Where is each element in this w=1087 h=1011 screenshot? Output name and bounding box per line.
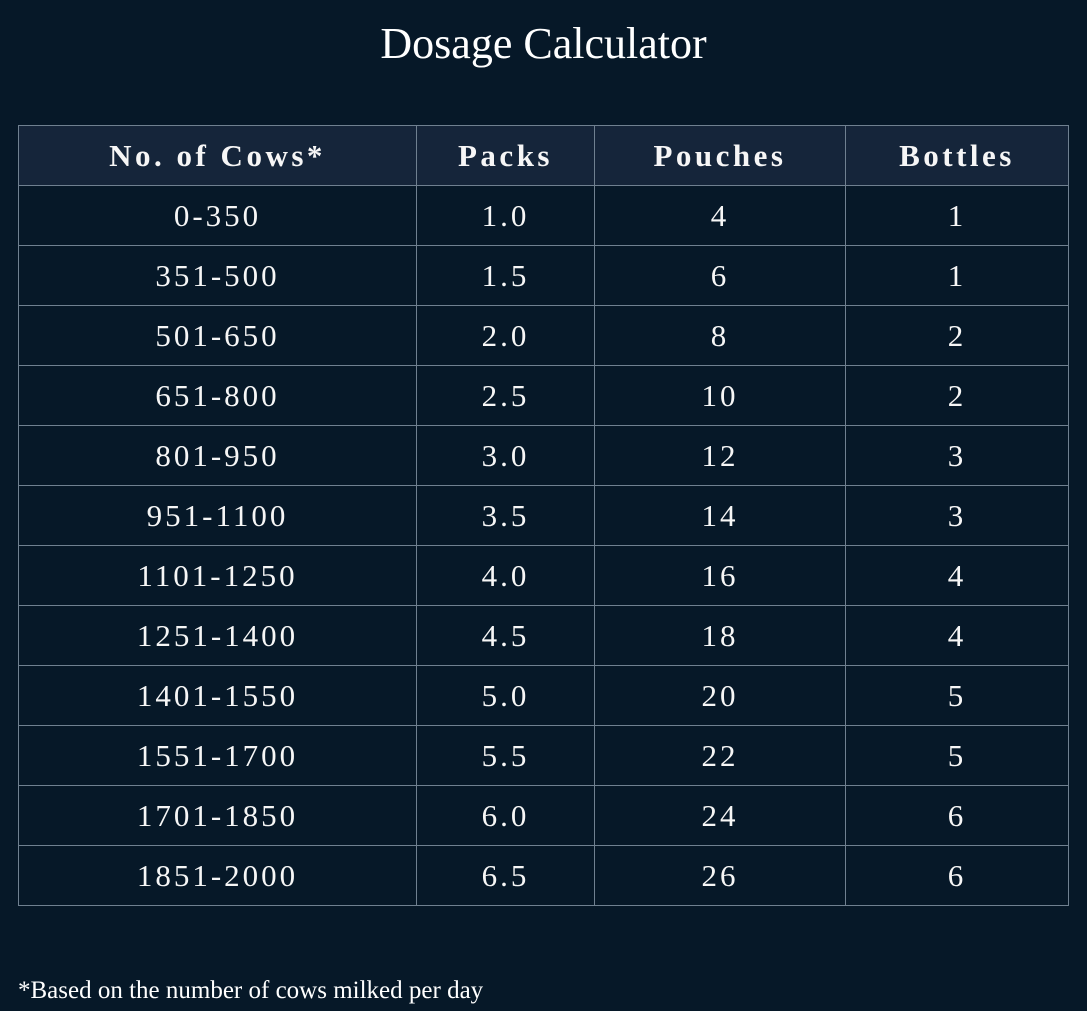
table-cell: 1.0 [416,185,595,246]
table-cell: 3 [845,485,1069,546]
table-cell: 24 [594,785,846,846]
table-cell: 4 [594,185,846,246]
dosage-table: No. of Cows* Packs Pouches Bottles 0-350 1.0… [18,125,1069,906]
table-cell: 801-950 [18,425,417,486]
table-cell: 0-350 [18,185,417,246]
column-header: Bottles [845,125,1069,186]
table-cell: 951-1100 [18,485,417,546]
table-cell: 3.0 [416,425,595,486]
table-cell: 2.0 [416,305,595,366]
table-cell: 1701-1850 [18,785,417,846]
table-cell: 1 [845,245,1069,306]
table-cell: 14 [594,485,846,546]
table-cell: 3 [845,425,1069,486]
table-cell: 2 [845,365,1069,426]
table-row: 1101-1250 4.0 16 4 [18,545,1069,606]
table-cell: 8 [594,305,846,366]
table-cell: 351-500 [18,245,417,306]
table-cell: 5.0 [416,665,595,726]
table-row: 351-500 1.5 6 1 [18,245,1069,306]
table-row: 951-1100 3.5 14 3 [18,485,1069,546]
table-row: 651-800 2.5 10 2 [18,365,1069,426]
table-cell: 6 [594,245,846,306]
table-cell: 1.5 [416,245,595,306]
table-cell: 20 [594,665,846,726]
table-cell: 6.5 [416,845,595,906]
table-cell: 651-800 [18,365,417,426]
table-cell: 6.0 [416,785,595,846]
column-header: Pouches [594,125,846,186]
table-header-row: No. of Cows* Packs Pouches Bottles [18,125,1069,186]
table-cell: 6 [845,785,1069,846]
table-cell: 2 [845,305,1069,366]
column-header: No. of Cows* [18,125,417,186]
table-row: 0-350 1.0 4 1 [18,185,1069,246]
table-row: 501-650 2.0 8 2 [18,305,1069,366]
table-row: 801-950 3.0 12 3 [18,425,1069,486]
table-row: 1851-2000 6.5 26 6 [18,845,1069,906]
table-row: 1551-1700 5.5 22 5 [18,725,1069,786]
table-cell: 6 [845,845,1069,906]
table-cell: 4 [845,605,1069,666]
table-cell: 18 [594,605,846,666]
table-cell: 22 [594,725,846,786]
table-cell: 1851-2000 [18,845,417,906]
table-cell: 10 [594,365,846,426]
table-cell: 1401-1550 [18,665,417,726]
table-cell: 1101-1250 [18,545,417,606]
table-cell: 3.5 [416,485,595,546]
table-cell: 2.5 [416,365,595,426]
table-row: 1701-1850 6.0 24 6 [18,785,1069,846]
table-row: 1401-1550 5.0 20 5 [18,665,1069,726]
table-cell: 4.5 [416,605,595,666]
table-cell: 1251-1400 [18,605,417,666]
table-cell: 26 [594,845,846,906]
table-cell: 12 [594,425,846,486]
table-cell: 5.5 [416,725,595,786]
footnote: *Based on the number of cows milked per … [18,977,484,1004]
table-cell: 4.0 [416,545,595,606]
table-cell: 4 [845,545,1069,606]
table-cell: 5 [845,665,1069,726]
table-row: 1251-1400 4.5 18 4 [18,605,1069,666]
table-cell: 5 [845,725,1069,786]
column-header: Packs [416,125,595,186]
table-cell: 1551-1700 [18,725,417,786]
table-cell: 501-650 [18,305,417,366]
page-title: Dosage Calculator [380,19,707,68]
table-cell: 16 [594,545,846,606]
table-cell: 1 [845,185,1069,246]
